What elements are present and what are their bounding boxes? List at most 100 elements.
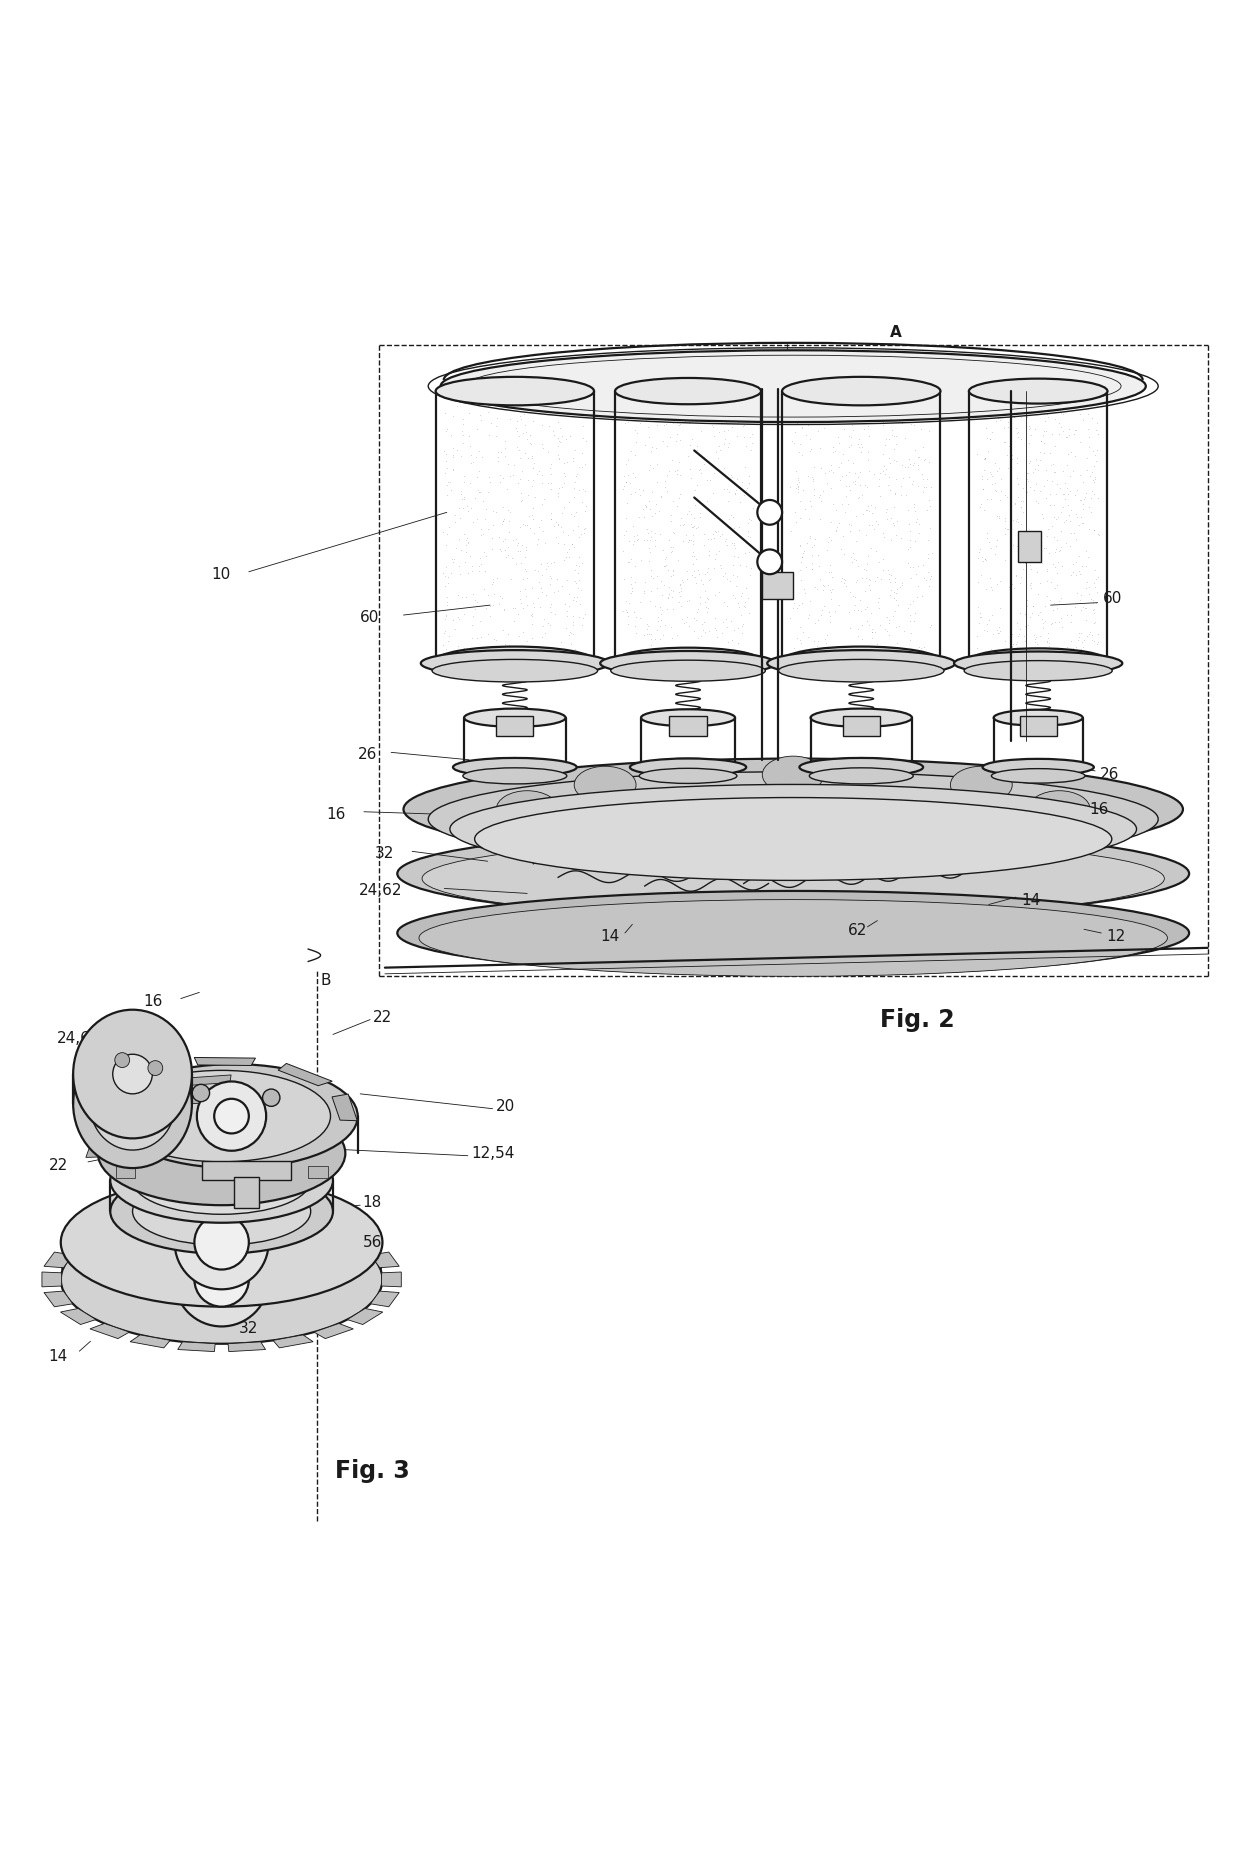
Point [1087, 519, 1107, 549]
Point [1071, 580, 1091, 610]
Point [456, 491, 476, 521]
Point [698, 524, 718, 554]
Point [877, 453, 897, 483]
Point [1038, 625, 1058, 655]
Point [522, 573, 542, 603]
Point [853, 414, 873, 444]
Point [728, 612, 748, 642]
Point [482, 388, 502, 418]
Point [660, 526, 680, 556]
Point [729, 487, 749, 517]
Point [836, 394, 856, 424]
Point [836, 392, 856, 422]
Point [467, 504, 487, 534]
Point [873, 411, 893, 440]
Point [532, 429, 552, 459]
Point [1076, 573, 1096, 603]
Point [482, 590, 502, 620]
Point [792, 476, 812, 506]
Point [873, 439, 893, 468]
Point [1063, 633, 1083, 662]
Point [451, 582, 471, 612]
Bar [150, 1144, 170, 1157]
Text: B: B [321, 972, 331, 987]
Point [792, 537, 812, 567]
Point [728, 588, 748, 618]
Point [660, 578, 680, 608]
Point [680, 584, 699, 614]
Point [551, 627, 570, 657]
Point [885, 478, 905, 508]
Point [443, 442, 463, 472]
Point [1048, 388, 1068, 418]
Point [1081, 496, 1101, 526]
Point [670, 569, 689, 599]
Point [887, 506, 906, 536]
Point [708, 515, 728, 545]
Point [548, 509, 568, 539]
Point [624, 526, 644, 556]
Point [644, 564, 663, 593]
Point [683, 521, 703, 550]
Point [518, 442, 538, 472]
Point [918, 397, 937, 427]
Point [670, 580, 689, 610]
Point [828, 407, 848, 437]
Point [790, 485, 810, 515]
Point [848, 429, 868, 459]
Point [883, 601, 903, 631]
Point [801, 491, 821, 521]
Point [1007, 560, 1027, 590]
Point [720, 606, 740, 636]
Point [913, 465, 932, 494]
Point [484, 564, 503, 593]
Point [900, 532, 920, 562]
Point [909, 519, 929, 549]
Point [918, 494, 937, 524]
Point [619, 610, 639, 640]
Point [1018, 610, 1038, 640]
Point [497, 634, 517, 664]
Point [843, 537, 863, 567]
Point [719, 504, 739, 534]
Point [977, 465, 997, 494]
Point [1030, 597, 1050, 627]
Point [794, 618, 813, 648]
Point [626, 418, 646, 448]
Point [614, 388, 634, 418]
Point [630, 407, 650, 437]
Point [549, 474, 569, 504]
Point [1037, 582, 1056, 612]
Point [554, 493, 574, 522]
Point [858, 610, 878, 640]
Point [450, 386, 470, 416]
Point [999, 431, 1019, 461]
Point [1017, 592, 1037, 621]
Point [817, 390, 837, 420]
Ellipse shape [110, 1170, 334, 1254]
Point [727, 571, 746, 601]
Polygon shape [115, 1062, 170, 1084]
Point [789, 463, 808, 493]
Ellipse shape [450, 784, 1137, 873]
Point [847, 565, 867, 595]
Ellipse shape [89, 1058, 175, 1149]
Point [1078, 541, 1097, 571]
Point [698, 593, 718, 623]
Point [796, 552, 816, 582]
Point [536, 618, 556, 648]
Point [988, 399, 1008, 429]
Point [691, 502, 711, 532]
Point [558, 521, 578, 550]
Point [511, 511, 531, 541]
Point [884, 493, 904, 522]
Point [678, 634, 698, 664]
Point [998, 407, 1018, 437]
Point [704, 396, 724, 425]
Point [717, 524, 737, 554]
Point [453, 420, 472, 450]
Point [723, 502, 743, 532]
Point [548, 577, 568, 606]
Point [655, 405, 675, 435]
Point [511, 584, 531, 614]
